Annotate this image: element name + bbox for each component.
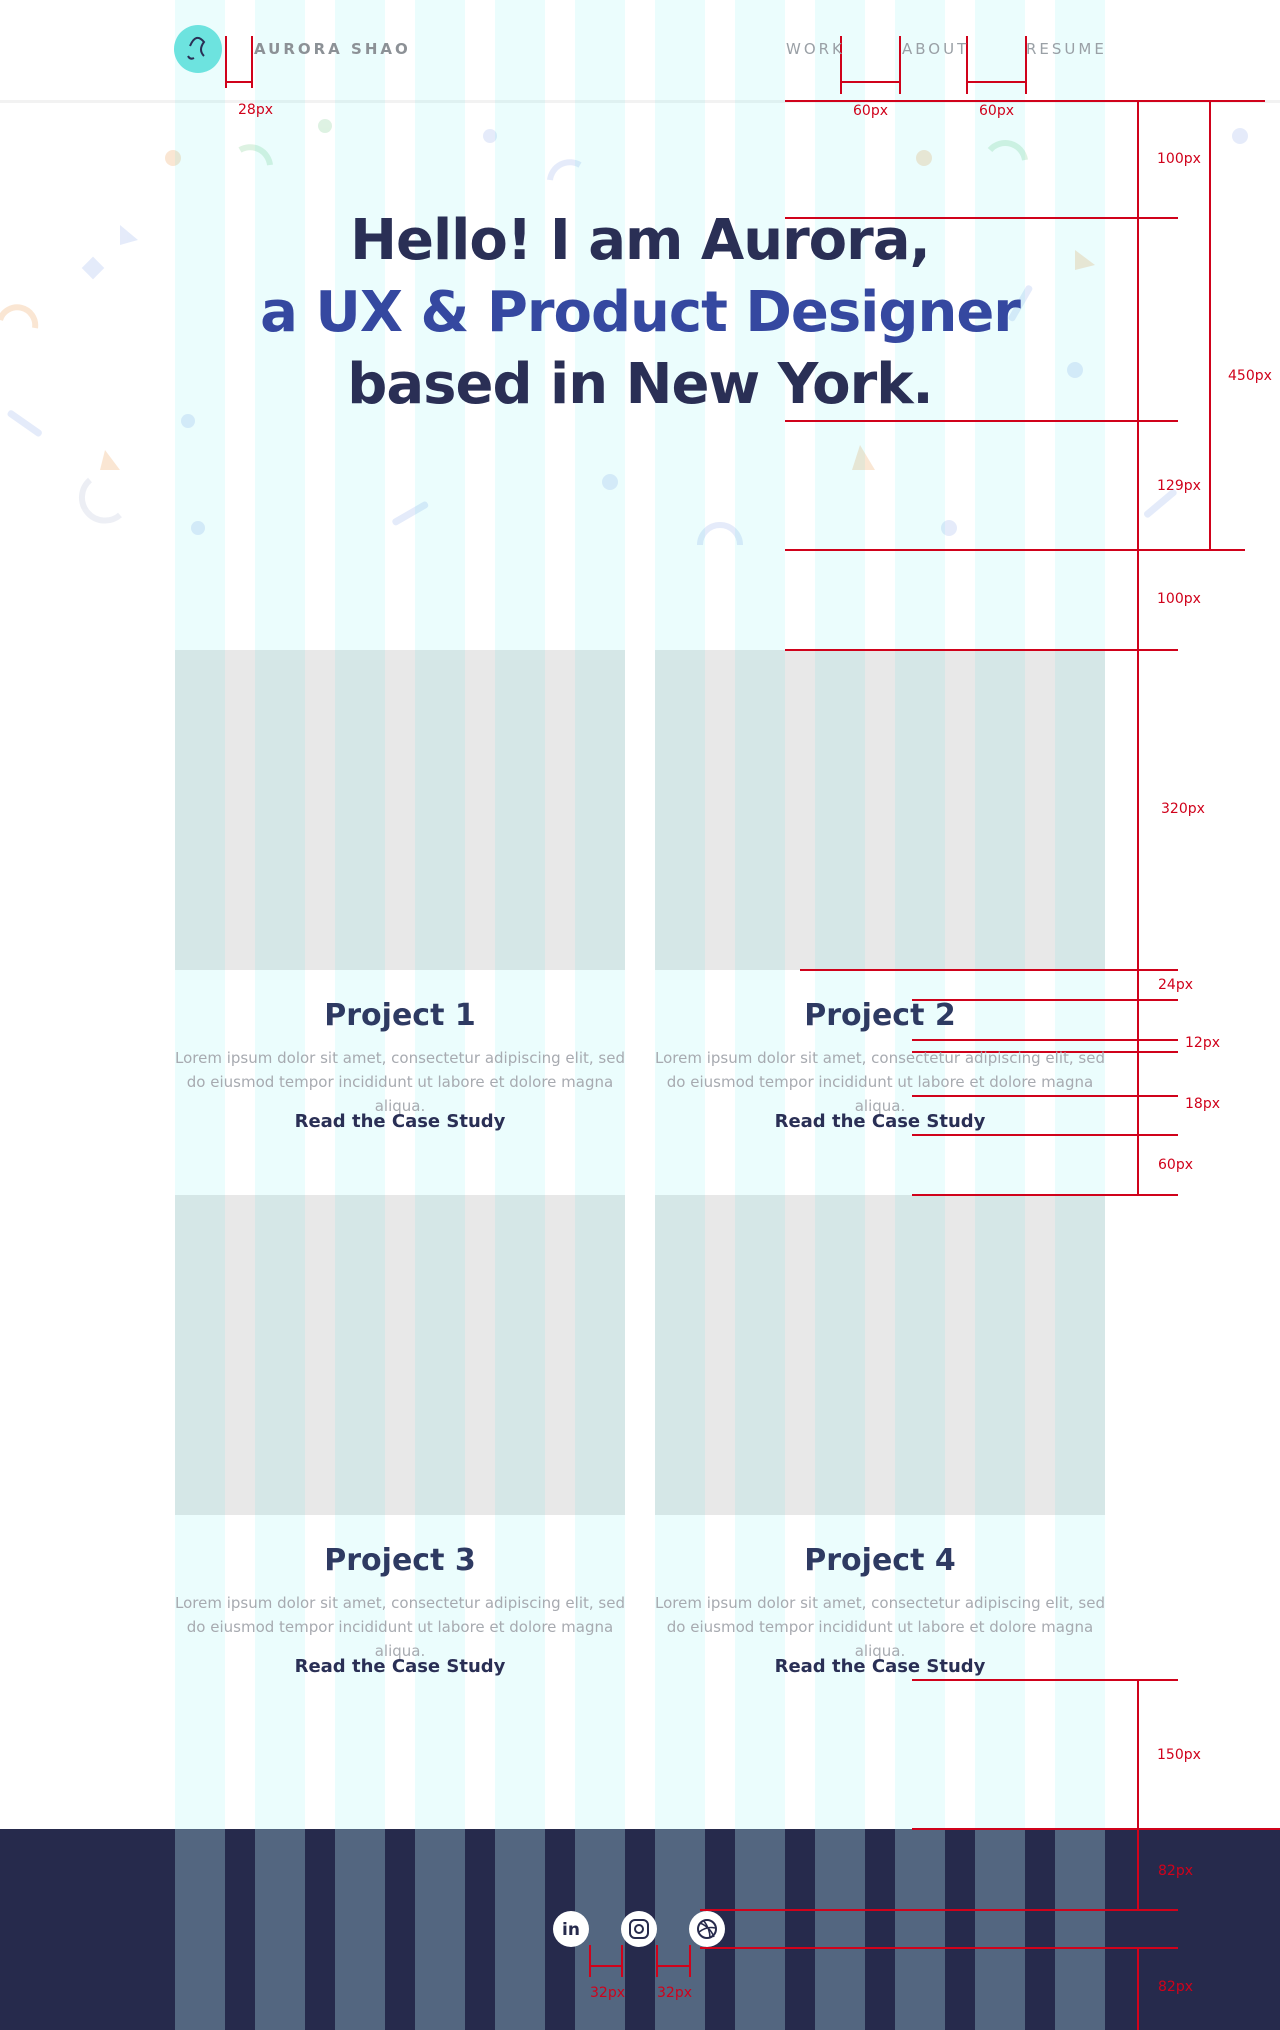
project-image[interactable] [655, 650, 1105, 970]
nav-link[interactable]: WORK [786, 40, 845, 58]
project-title: Project 3 [324, 1543, 476, 1578]
project-link[interactable]: Read the Case Study [294, 1111, 506, 1132]
linkedin-icon[interactable] [553, 1911, 589, 1947]
grid-column [735, 1829, 785, 2030]
project-image[interactable] [175, 650, 625, 970]
hero-line: Hello! I am Aurora, [350, 208, 931, 273]
grid-column [415, 0, 465, 1829]
hero-line: a UX & Product Designer [260, 280, 1021, 345]
grid-column [175, 0, 225, 1829]
grid-column [895, 0, 945, 1829]
project-description: Lorem ipsum dolor sit amet, consectetur … [175, 1049, 625, 1115]
confetti [0, 119, 1248, 546]
measurement-label: 100px [1157, 591, 1201, 607]
grid-column [975, 1829, 1025, 2030]
project-link[interactable]: Read the Case Study [774, 1656, 986, 1677]
nav-link[interactable]: ABOUT [902, 40, 970, 58]
project-title: Project 2 [804, 998, 956, 1033]
grid-column [335, 0, 385, 1829]
dribbble-glyph [697, 1919, 717, 1939]
measurement-label: 129px [1157, 478, 1201, 494]
measurement-label: 150px [1157, 1747, 1201, 1763]
project-description: Lorem ipsum dolor sit amet, consectetur … [655, 1594, 1105, 1660]
project-link[interactable]: Read the Case Study [774, 1111, 986, 1132]
dribbble-icon[interactable] [689, 1911, 725, 1947]
grid-column [895, 1829, 945, 2030]
measurement-label: 60px [853, 103, 888, 119]
project-description: Lorem ipsum dolor sit amet, consectetur … [175, 1594, 625, 1660]
measurement-label: 320px [1161, 801, 1205, 817]
hero-line: based in New York. [347, 352, 933, 417]
measurement-label: 24px [1158, 977, 1193, 993]
grid-column [975, 0, 1025, 1829]
measurement-label: 32px [590, 1985, 625, 2001]
measurement-label: 12px [1185, 1035, 1220, 1051]
measurement-label: 100px [1157, 151, 1201, 167]
project-title: Project 1 [324, 998, 476, 1033]
grid-column [735, 0, 785, 1829]
grid-column [655, 0, 705, 1829]
project-image[interactable] [175, 1195, 625, 1515]
measurement-label: 450px [1228, 368, 1272, 384]
instagram-icon[interactable] [621, 1911, 657, 1947]
grid-column [255, 0, 305, 1829]
logo-text[interactable]: AURORA SHAO [254, 40, 411, 58]
instagram-glyph [629, 1919, 649, 1939]
measurement-label: 28px [238, 102, 273, 118]
project-title: Project 4 [804, 1543, 956, 1578]
measurement-label: 60px [979, 103, 1014, 119]
project-image[interactable] [655, 1195, 1105, 1515]
grid-column [415, 1829, 465, 2030]
grid-column [335, 1829, 385, 2030]
measurement-label: 60px [1158, 1157, 1193, 1173]
instagram-glyph [634, 1924, 644, 1934]
grid-column [175, 1829, 225, 2030]
measurement-label: 18px [1185, 1096, 1220, 1112]
grid-column [495, 0, 545, 1829]
grid-column [495, 1829, 545, 2030]
header-shadow [0, 100, 1280, 103]
nav-link[interactable]: RESUME [1026, 40, 1107, 58]
measurement-label: 82px [1158, 1979, 1193, 1995]
project-link[interactable]: Read the Case Study [294, 1656, 506, 1677]
linkedin-glyph: in [562, 1920, 580, 1940]
grid-columns [175, 0, 1105, 2030]
dribbble-glyph [698, 1920, 716, 1939]
grid-column [815, 0, 865, 1829]
measurement-label: 32px [657, 1985, 692, 2001]
logo-glyph [187, 36, 206, 60]
redlines [225, 36, 1280, 2030]
project-description: Lorem ipsum dolor sit amet, consectetur … [655, 1049, 1105, 1115]
grid-column [255, 1829, 305, 2030]
grid-column [1055, 0, 1105, 1829]
grid-column [815, 1829, 865, 2030]
grid-column [575, 0, 625, 1829]
grid-column [1055, 1829, 1105, 2030]
logo[interactable] [174, 25, 222, 73]
measurement-label: 82px [1158, 1863, 1193, 1879]
social-icons [553, 1911, 725, 1947]
